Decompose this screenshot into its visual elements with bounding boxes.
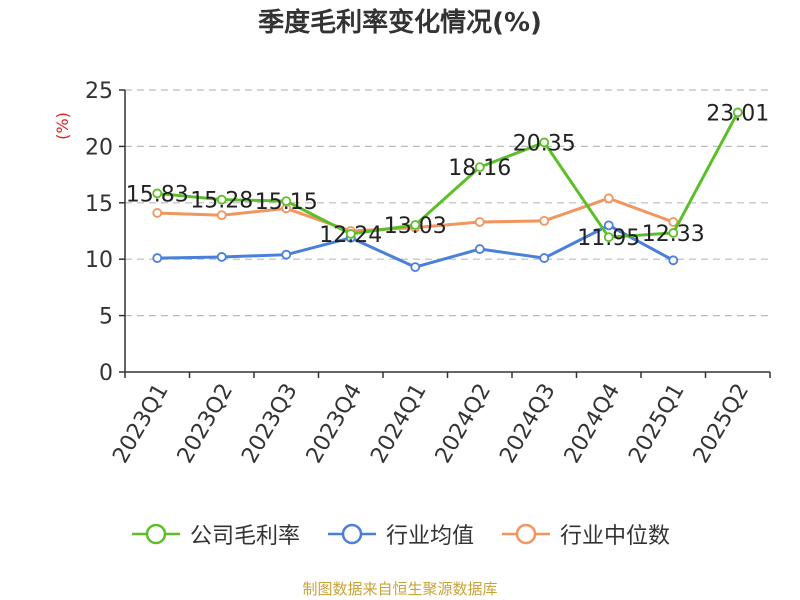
data-point (345, 229, 356, 239)
y-tick-label: 20 (85, 135, 113, 160)
legend: 公司毛利率 行业均值 行业中位数 (0, 518, 800, 550)
legend-item[interactable]: 行业均值 (326, 518, 474, 550)
data-point (668, 228, 679, 238)
data-point (281, 196, 292, 207)
x-tick-label: 2023Q3 (237, 380, 302, 468)
x-tick-label: 2025Q2 (689, 380, 754, 468)
x-tick-label: 2023Q1 (108, 380, 173, 468)
data-point (281, 249, 292, 260)
data-point (474, 244, 485, 254)
data-label: 15.28 (190, 189, 253, 214)
data-point (152, 253, 163, 263)
data-point (474, 217, 485, 227)
data-point (668, 255, 679, 266)
data-point (216, 252, 227, 262)
data-point (603, 232, 614, 243)
axes: 0 5 10 15 20 25 2023Q1 2023Q2 2023Q3 2023Q4 2024Q1… (85, 79, 771, 468)
x-tick-label: 2025Q1 (624, 380, 689, 468)
data-point (732, 107, 743, 118)
legend-swatch-marker (341, 523, 363, 545)
data-label: 20.35 (513, 131, 576, 156)
chart-title: 季度毛利率变化情况(%) (258, 8, 542, 38)
x-tick-label: 2024Q4 (560, 380, 625, 468)
data-label: 15.15 (255, 190, 318, 215)
legend-swatch-icon (131, 523, 180, 545)
data-label: 12.24 (319, 223, 382, 248)
data-label: 12.33 (642, 222, 705, 247)
data-label: 11.95 (577, 226, 640, 251)
data-label: 18.16 (448, 156, 511, 181)
data-point (216, 194, 227, 205)
data-point (603, 193, 614, 204)
legend-swatch-marker (145, 523, 167, 545)
data-point (539, 215, 550, 226)
data-point (152, 208, 163, 218)
y-tick-label: 25 (85, 79, 113, 104)
legend-label: 公司毛利率 (189, 524, 300, 549)
data-point (539, 253, 550, 263)
legend-item[interactable]: 行业中位数 (500, 518, 670, 550)
data-point (668, 217, 679, 227)
data-point (410, 262, 421, 272)
series-lines (152, 107, 743, 272)
legend-label: 行业均值 (385, 524, 474, 549)
y-tick-label: 10 (85, 248, 113, 273)
legend-swatch-icon (502, 523, 550, 545)
y-tick-label: 0 (99, 361, 113, 386)
data-point (216, 210, 227, 221)
data-point (410, 220, 421, 230)
y-axis-label: (%) (53, 112, 72, 140)
data-point (474, 162, 485, 173)
x-tick-label: 2024Q3 (495, 380, 560, 468)
legend-item[interactable]: 公司毛利率 (130, 518, 300, 550)
x-tick-label: 2023Q2 (173, 380, 238, 468)
legend-label: 行业中位数 (560, 524, 671, 549)
legend-swatch-marker (515, 523, 537, 545)
y-tick-label: 5 (99, 305, 113, 330)
data-label: 13.03 (384, 214, 447, 239)
series-line (157, 111, 740, 239)
source-note: 制图数据来自恒生聚源数据库 (302, 580, 498, 598)
data-label: 23.01 (706, 101, 769, 126)
data-point (152, 188, 163, 199)
x-tick-label: 2023Q4 (302, 380, 367, 468)
data-point (603, 220, 614, 231)
x-tick-label: 2024Q2 (431, 380, 496, 468)
data-label: 15.83 (126, 182, 189, 207)
x-tick-label: 2024Q1 (366, 380, 431, 468)
y-tick-label: 15 (85, 192, 113, 217)
data-point (539, 137, 550, 148)
legend-swatch-icon (327, 523, 376, 545)
